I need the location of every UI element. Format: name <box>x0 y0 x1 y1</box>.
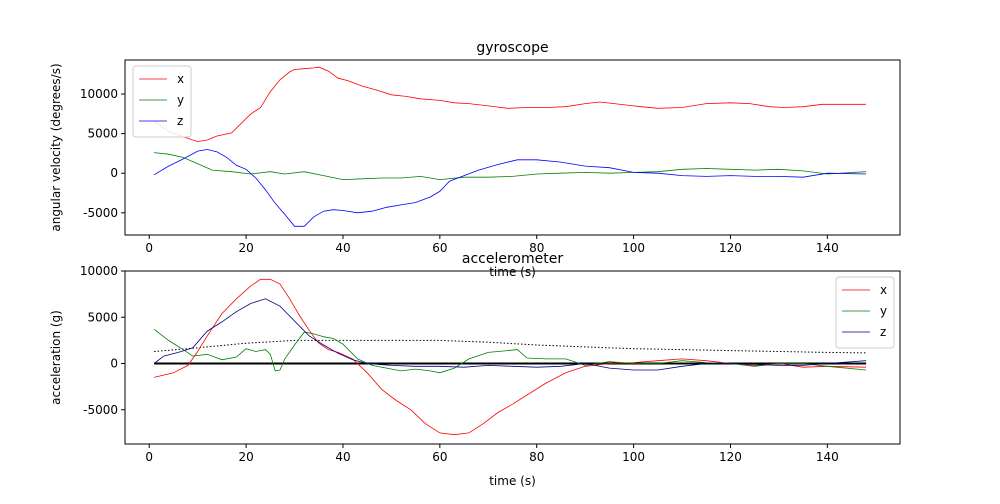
legend-label-z: z <box>880 325 886 339</box>
y-tick-label: 10000 <box>80 87 118 101</box>
plot-panel-0: 0 20 40 60 80 100 120 140 -5000 0 5000 10000 gyrosco… <box>49 40 901 279</box>
reference-line-1-0 <box>154 339 867 354</box>
series-line-y <box>153 328 867 374</box>
series-line-x <box>153 66 867 143</box>
x-tick-label: 80 <box>529 450 544 464</box>
x-tick-label: 40 <box>335 450 350 464</box>
x-tick-label: 40 <box>335 241 350 255</box>
x-tick-label: 140 <box>816 241 839 255</box>
x-tick-label: 140 <box>816 450 839 464</box>
x-axis-label: time (s) <box>489 265 536 279</box>
x-tick-label: 100 <box>622 241 645 255</box>
x-tick-label: 120 <box>719 450 742 464</box>
axes-frame <box>124 270 901 445</box>
y-tick-label: 10000 <box>80 264 118 278</box>
y-tick-label: 5000 <box>87 310 118 324</box>
legend-label-z: z <box>177 114 183 128</box>
series-line-z <box>153 298 867 371</box>
x-tick-label: 80 <box>529 241 544 255</box>
x-tick-label: 60 <box>432 241 447 255</box>
x-tick-label: 0 <box>145 450 153 464</box>
series-line-y <box>154 152 867 181</box>
x-tick-label: 20 <box>238 241 253 255</box>
y-tick-label: -5000 <box>83 206 118 220</box>
y-tick-label: 5000 <box>87 127 118 141</box>
x-tick-label: 120 <box>719 241 742 255</box>
plot-panel-1: 0 20 40 60 80 100 120 140 -5000 0 5000 10000 acceler… <box>49 251 901 488</box>
legend-label-y: y <box>177 93 184 107</box>
x-tick-label: 0 <box>145 241 153 255</box>
y-tick-label: -5000 <box>83 403 118 417</box>
chart-title: gyroscope <box>476 40 548 56</box>
series-line-x <box>154 278 867 436</box>
y-axis-label: acceleration (g) <box>49 310 63 405</box>
legend-label-y: y <box>880 304 887 318</box>
x-tick-label: 60 <box>432 450 447 464</box>
x-tick-label: 100 <box>622 450 645 464</box>
legend-label-x: x <box>880 283 887 297</box>
x-tick-label: 20 <box>238 450 253 464</box>
series-line-z <box>153 149 867 227</box>
legend: xyz <box>132 65 192 138</box>
legend: xyz <box>835 276 895 349</box>
chart-title: accelerometer <box>462 251 563 267</box>
y-axis-label: angular velocity (degrees/s) <box>49 63 63 231</box>
legend-label-x: x <box>177 72 184 86</box>
axes-frame <box>124 59 901 236</box>
y-tick-label: 0 <box>110 166 118 180</box>
y-tick-label: 0 <box>110 357 118 371</box>
x-axis-label: time (s) <box>489 474 536 488</box>
